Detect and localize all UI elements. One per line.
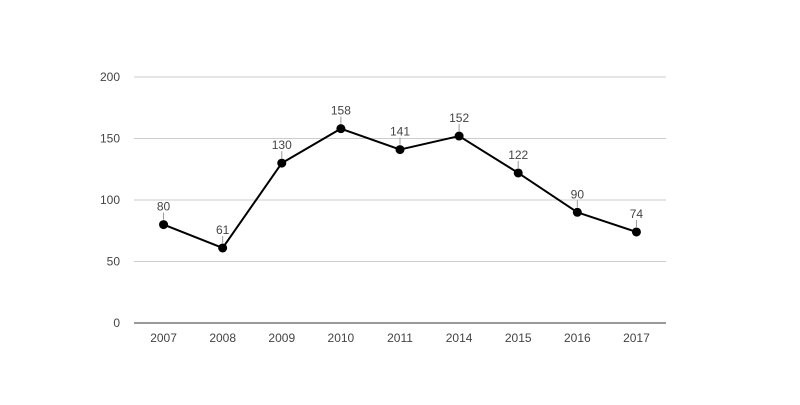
x-tick-label: 2016 — [564, 331, 591, 345]
x-tick-label: 2014 — [446, 331, 473, 345]
x-tick-label: 2007 — [150, 331, 177, 345]
data-point — [277, 158, 287, 168]
data-point — [454, 131, 464, 141]
data-labels: 80 61 130 158 141 152 122 90 74 — [157, 104, 644, 243]
y-tick-label: 50 — [107, 255, 121, 269]
y-axis-tick-labels: 0 50 100 150 200 — [100, 70, 120, 330]
y-tick-label: 200 — [100, 70, 120, 84]
data-label: 90 — [571, 187, 585, 201]
y-tick-label: 100 — [100, 193, 120, 207]
x-axis-tick-labels: 2007 2008 2009 2010 2011 2014 2015 2016 2017 — [150, 331, 650, 345]
data-label: 80 — [157, 200, 171, 214]
data-point — [513, 168, 523, 178]
data-point — [218, 243, 228, 253]
data-label: 141 — [390, 125, 410, 139]
data-point — [395, 145, 405, 155]
x-tick-label: 2015 — [505, 331, 532, 345]
x-tick-label: 2010 — [328, 331, 355, 345]
y-tick-label: 150 — [100, 132, 120, 146]
data-label: 122 — [508, 148, 528, 162]
data-label: 152 — [449, 111, 469, 125]
y-tick-label: 0 — [113, 316, 120, 330]
gridlines — [134, 76, 666, 262]
x-tick-label: 2009 — [268, 331, 295, 345]
data-point — [336, 124, 346, 134]
data-point — [159, 220, 169, 230]
x-tick-label: 2011 — [387, 331, 413, 345]
data-point — [572, 207, 582, 217]
x-tick-label: 2017 — [623, 331, 650, 345]
data-point — [631, 227, 641, 237]
x-tick-label: 2008 — [209, 331, 236, 345]
data-label: 74 — [630, 207, 644, 221]
data-points — [159, 124, 641, 253]
data-label: 61 — [216, 223, 230, 237]
data-label: 130 — [272, 138, 292, 152]
data-label: 158 — [331, 104, 351, 118]
